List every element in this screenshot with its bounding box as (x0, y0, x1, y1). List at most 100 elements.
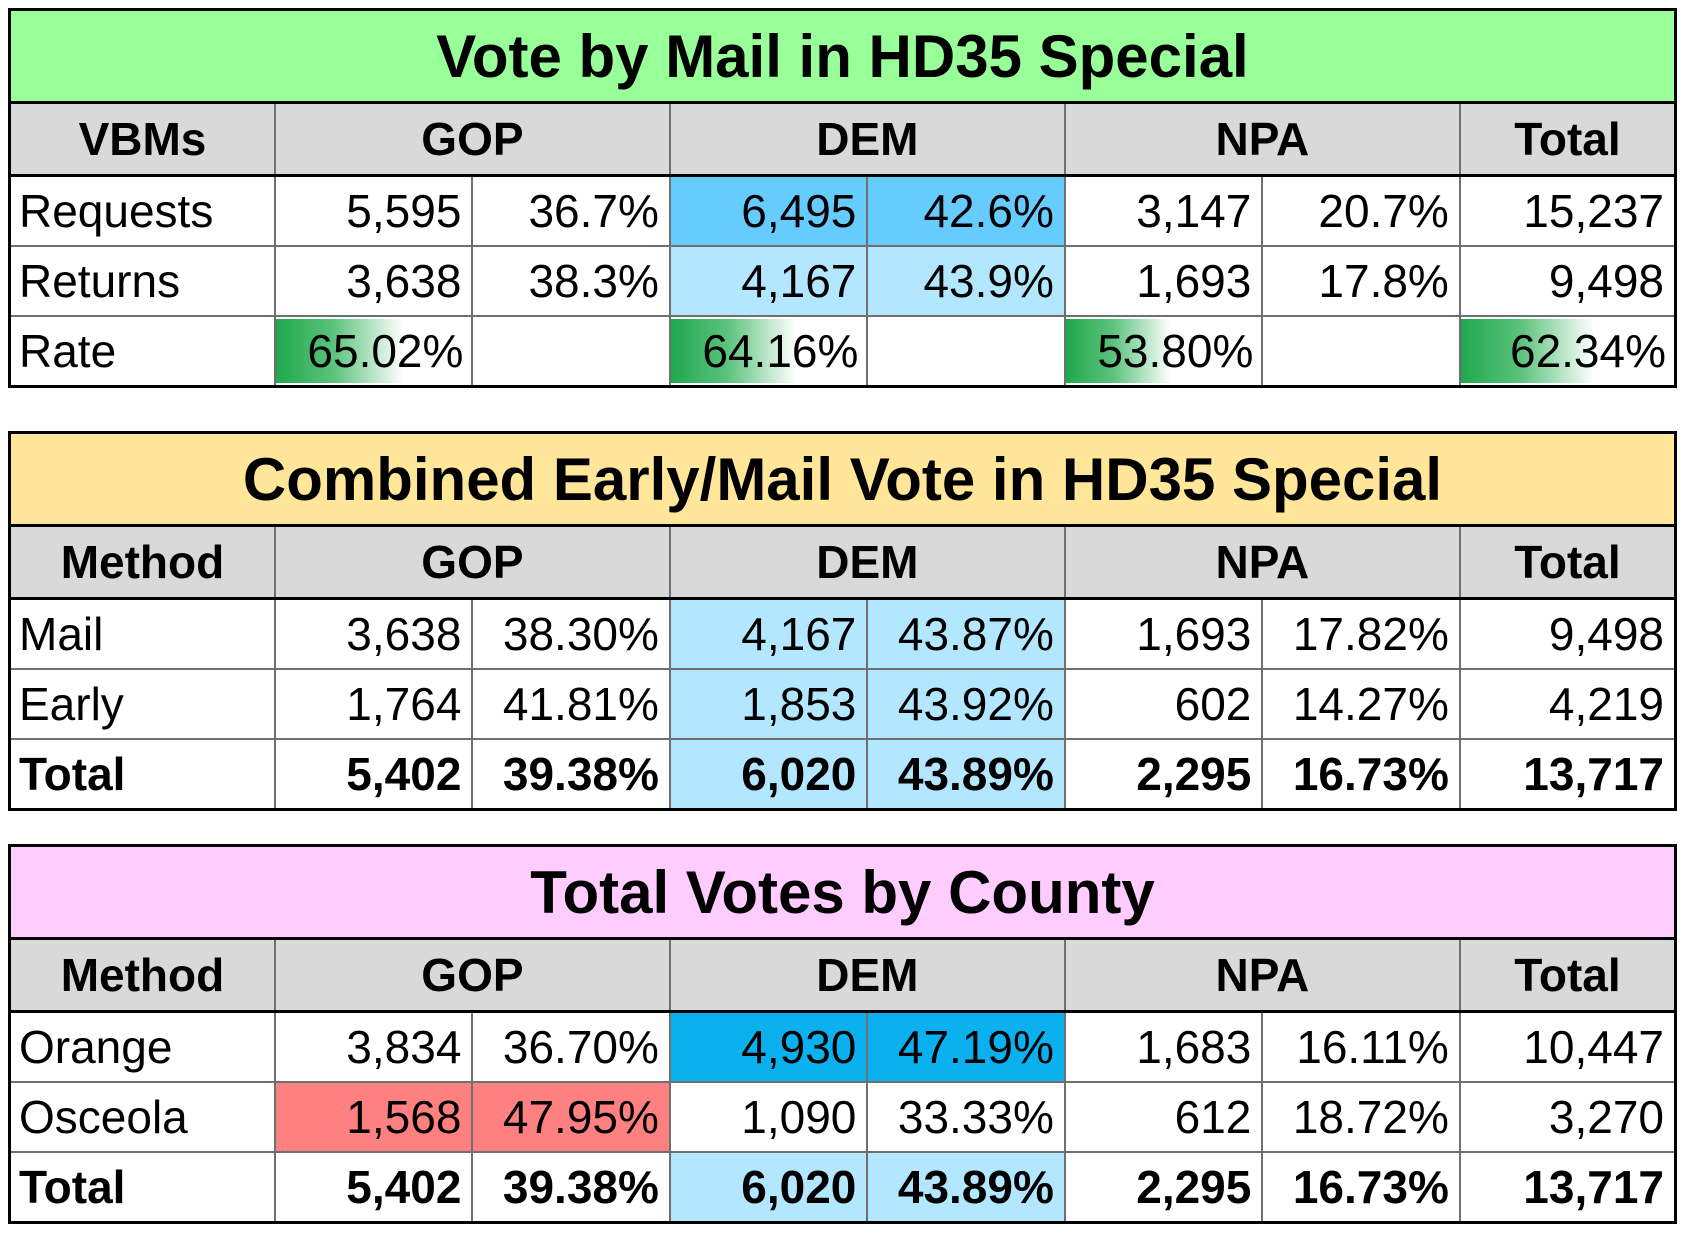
gop-count: 3,638 (273, 597, 474, 670)
row-label: Osceola (7, 1081, 276, 1153)
gop-count: 5,595 (273, 174, 474, 247)
dem-rate-fill (671, 319, 797, 383)
npa-pct: 16.11% (1261, 1010, 1461, 1083)
row-label: Returns (7, 245, 276, 317)
table-row: Requests 5,595 36.7% 6,495 42.6% 3,147 2… (7, 174, 1677, 247)
gop-pct: 41.81% (471, 668, 671, 740)
dem-pct: 42.6% (866, 174, 1066, 247)
row-label: Rate (7, 315, 276, 388)
header-vbms: VBMs (7, 101, 276, 177)
empty-cell (471, 315, 671, 388)
npa-count: 1,693 (1063, 597, 1264, 670)
npa-pct: 14.27% (1261, 668, 1461, 740)
gop-count: 1,568 (273, 1081, 474, 1153)
gop-pct: 38.30% (471, 597, 671, 670)
table-row: Early 1,764 41.81% 1,853 43.92% 602 14.2… (7, 668, 1677, 740)
table-row: Returns 3,638 38.3% 4,167 43.9% 1,693 17… (7, 245, 1677, 317)
header-method: Method (7, 524, 276, 600)
total-rate-bar: 62.34% (1458, 315, 1677, 388)
gop-rate-value: 65.02% (307, 325, 464, 377)
gop-count: 5,402 (273, 1151, 474, 1224)
gop-pct: 39.38% (471, 1151, 671, 1224)
empty-cell (866, 315, 1066, 388)
header-npa: NPA (1063, 101, 1461, 177)
dem-pct: 43.89% (866, 1151, 1066, 1224)
header-total: Total (1458, 101, 1677, 177)
dem-count: 1,090 (668, 1081, 869, 1153)
vbm-table: Vote by Mail in HD35 Special VBMs GOP DE… (7, 8, 1677, 388)
gop-count: 1,764 (273, 668, 474, 740)
total-row: Total 5,402 39.38% 6,020 43.89% 2,295 16… (7, 738, 1677, 811)
table-row: Mail 3,638 38.30% 4,167 43.87% 1,693 17.… (7, 597, 1677, 670)
gop-count: 5,402 (273, 738, 474, 811)
header-npa: NPA (1063, 524, 1461, 600)
total-count: 9,498 (1458, 245, 1677, 317)
npa-count: 612 (1063, 1081, 1264, 1153)
dem-count: 6,495 (668, 174, 869, 247)
npa-rate-fill (1066, 319, 1172, 383)
empty-cell (1261, 315, 1461, 388)
table-row: Osceola 1,568 47.95% 1,090 33.33% 612 18… (7, 1081, 1677, 1153)
total-count: 15,237 (1458, 174, 1677, 247)
row-label: Mail (7, 597, 276, 670)
total-rate-fill (1461, 319, 1594, 383)
npa-rate-bar: 53.80% (1063, 315, 1264, 388)
dem-count: 6,020 (668, 738, 869, 811)
header-total: Total (1458, 937, 1677, 1013)
combined-table: Combined Early/Mail Vote in HD35 Special… (7, 431, 1677, 811)
gop-pct: 47.95% (471, 1081, 671, 1153)
npa-count: 2,295 (1063, 738, 1264, 811)
gop-count: 3,834 (273, 1010, 474, 1083)
npa-count: 1,693 (1063, 245, 1264, 317)
dem-count: 4,167 (668, 597, 869, 670)
gop-count: 3,638 (273, 245, 474, 317)
dem-count: 6,020 (668, 1151, 869, 1224)
dem-pct: 43.89% (866, 738, 1066, 811)
total-count: 4,219 (1458, 668, 1677, 740)
gop-pct: 38.3% (471, 245, 671, 317)
dem-pct: 33.33% (866, 1081, 1066, 1153)
npa-count: 2,295 (1063, 1151, 1264, 1224)
header-gop: GOP (273, 937, 671, 1013)
header-dem: DEM (668, 937, 1066, 1013)
dem-pct: 43.87% (866, 597, 1066, 670)
npa-pct: 18.72% (1261, 1081, 1461, 1153)
npa-count: 3,147 (1063, 174, 1264, 247)
header-total: Total (1458, 524, 1677, 600)
table-row: Orange 3,834 36.70% 4,930 47.19% 1,683 1… (7, 1010, 1677, 1083)
dem-rate-bar: 64.16% (668, 315, 869, 388)
row-label: Total (7, 1151, 276, 1224)
vbm-title: Vote by Mail in HD35 Special (8, 8, 1677, 104)
county-title: Total Votes by County (8, 844, 1677, 940)
dem-pct: 47.19% (866, 1010, 1066, 1083)
npa-pct: 17.8% (1261, 245, 1461, 317)
header-gop: GOP (273, 101, 671, 177)
combined-title: Combined Early/Mail Vote in HD35 Special (8, 431, 1677, 527)
dem-count: 1,853 (668, 668, 869, 740)
header-gop: GOP (273, 524, 671, 600)
npa-pct: 17.82% (1261, 597, 1461, 670)
header-dem: DEM (668, 101, 1066, 177)
total-rate-value: 62.34% (1509, 325, 1666, 377)
row-label: Orange (7, 1010, 276, 1083)
gop-pct: 36.7% (471, 174, 671, 247)
gop-rate-bar: 65.02% (273, 315, 474, 388)
row-label: Early (7, 668, 276, 740)
npa-rate-value: 53.80% (1097, 325, 1254, 377)
county-table: Total Votes by County Method GOP DEM NPA… (7, 844, 1677, 1224)
header-npa: NPA (1063, 937, 1461, 1013)
dem-count: 4,167 (668, 245, 869, 317)
dem-pct: 43.9% (866, 245, 1066, 317)
row-label: Requests (7, 174, 276, 247)
total-count: 3,270 (1458, 1081, 1677, 1153)
gop-rate-fill (276, 319, 404, 383)
npa-pct: 16.73% (1261, 738, 1461, 811)
header-dem: DEM (668, 524, 1066, 600)
total-count: 13,717 (1458, 1151, 1677, 1224)
dem-count: 4,930 (668, 1010, 869, 1083)
row-label: Total (7, 738, 276, 811)
total-count: 9,498 (1458, 597, 1677, 670)
total-count: 10,447 (1458, 1010, 1677, 1083)
dem-rate-value: 64.16% (702, 325, 859, 377)
gop-pct: 39.38% (471, 738, 671, 811)
